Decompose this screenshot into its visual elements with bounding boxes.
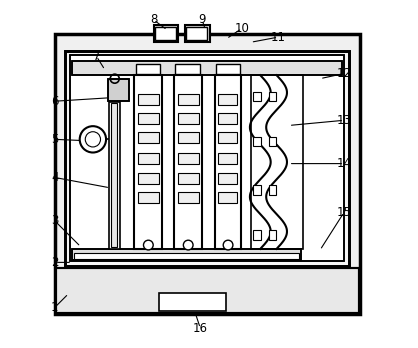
Bar: [218, 113, 237, 124]
Bar: [218, 173, 237, 184]
Text: 11: 11: [271, 31, 286, 44]
Bar: [138, 192, 159, 204]
Bar: [138, 113, 159, 124]
Bar: [153, 25, 178, 42]
Bar: [56, 268, 359, 313]
Circle shape: [223, 240, 233, 250]
Bar: [65, 51, 349, 266]
Bar: [72, 61, 342, 75]
Text: 1: 1: [51, 301, 59, 314]
Bar: [135, 75, 162, 249]
Bar: [138, 132, 159, 143]
Bar: [186, 27, 207, 40]
Bar: [269, 92, 276, 101]
Bar: [138, 173, 159, 184]
Text: 14: 14: [336, 157, 352, 170]
Bar: [216, 64, 240, 74]
Text: 3: 3: [51, 214, 59, 227]
Bar: [218, 152, 237, 164]
Text: 9: 9: [198, 13, 206, 26]
Circle shape: [80, 126, 106, 152]
Text: 5: 5: [51, 133, 59, 146]
Bar: [111, 103, 117, 247]
Bar: [109, 79, 129, 101]
Bar: [253, 230, 261, 240]
Bar: [56, 268, 359, 313]
Bar: [269, 230, 276, 240]
Bar: [109, 79, 129, 101]
Bar: [253, 92, 261, 101]
Bar: [178, 94, 199, 105]
Bar: [135, 64, 161, 74]
Bar: [74, 253, 299, 259]
Bar: [138, 152, 159, 164]
Bar: [178, 152, 199, 164]
Bar: [155, 27, 176, 40]
Bar: [70, 55, 344, 261]
Bar: [72, 249, 301, 260]
Bar: [176, 64, 200, 74]
Bar: [72, 249, 301, 260]
Bar: [174, 75, 202, 249]
Bar: [159, 293, 226, 311]
Bar: [218, 94, 237, 105]
Bar: [178, 113, 199, 124]
Text: 6: 6: [51, 95, 59, 108]
Circle shape: [184, 240, 193, 250]
Bar: [215, 75, 241, 249]
Bar: [253, 185, 261, 195]
Text: 15: 15: [337, 206, 352, 219]
Bar: [55, 34, 360, 314]
Text: 7: 7: [93, 50, 100, 63]
Bar: [55, 34, 360, 314]
Bar: [218, 132, 237, 143]
Bar: [138, 94, 159, 105]
Bar: [253, 136, 261, 146]
Bar: [269, 185, 276, 195]
Text: 8: 8: [150, 13, 157, 26]
Text: 2: 2: [51, 256, 59, 269]
Bar: [65, 51, 349, 266]
Bar: [269, 136, 276, 146]
Text: 4: 4: [51, 171, 59, 184]
Text: 10: 10: [234, 22, 250, 35]
Bar: [109, 102, 120, 249]
Text: 16: 16: [193, 322, 208, 335]
Circle shape: [143, 240, 153, 250]
Bar: [178, 173, 199, 184]
Bar: [70, 55, 344, 261]
Bar: [185, 25, 210, 42]
Text: 13: 13: [337, 114, 352, 127]
Text: 12: 12: [336, 67, 352, 80]
Bar: [218, 192, 237, 204]
Bar: [178, 192, 199, 204]
Bar: [72, 61, 342, 75]
Bar: [178, 132, 199, 143]
Bar: [251, 75, 303, 249]
